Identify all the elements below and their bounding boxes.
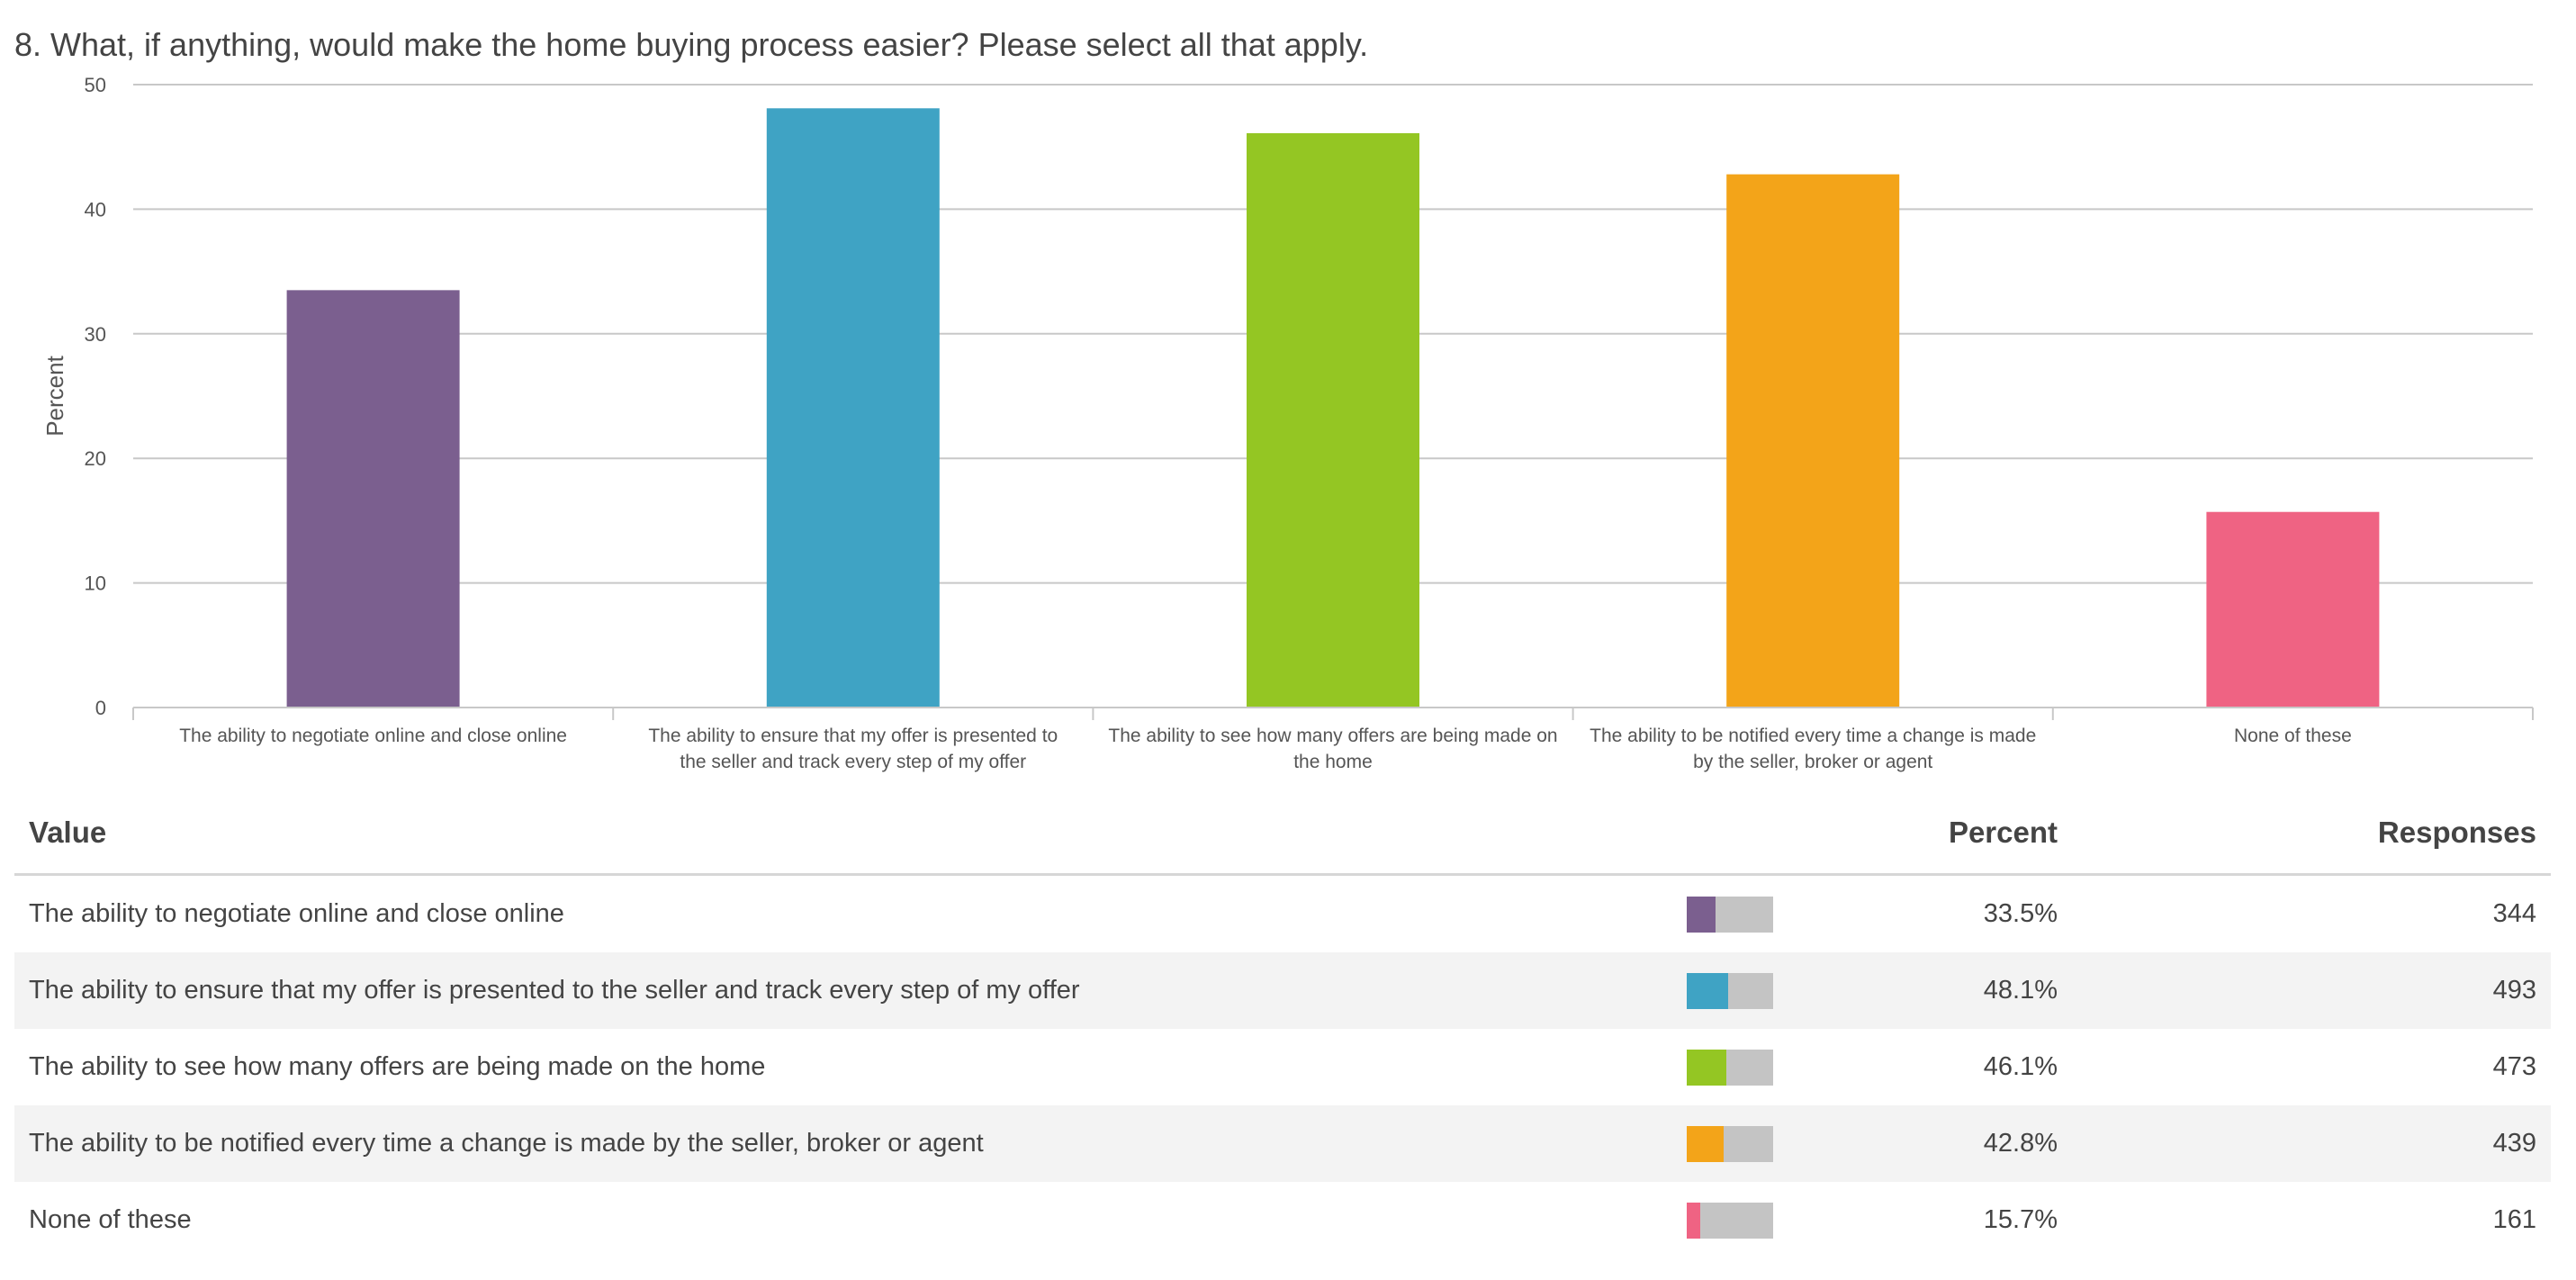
mini-bar-fill (1687, 1049, 1727, 1086)
x-tick-label: the home (1293, 752, 1373, 772)
x-tick-label: The ability to see how many offers are b… (1108, 726, 1557, 746)
row-responses: 161 (2492, 1205, 2536, 1234)
value-header: Value (14, 792, 1672, 876)
y-tick-label: 30 (85, 323, 106, 346)
row-mini-bar (1672, 1029, 1845, 1105)
bar (1726, 174, 1900, 708)
y-tick-label: 20 (85, 447, 106, 470)
bar (1247, 132, 1419, 708)
x-tick-label: the seller and track every step of my of… (680, 752, 1026, 772)
row-value: The ability to negotiate online and clos… (29, 899, 564, 928)
row-responses: 439 (2492, 1129, 2536, 1158)
question-title: 8. What, if anything, would make the hom… (14, 26, 1369, 63)
mini-bar-fill (1687, 1202, 1701, 1239)
mini-bar-track (1687, 1125, 1773, 1162)
x-tick-label: by the seller, broker or agent (1693, 752, 1932, 772)
bar (2206, 511, 2380, 708)
row-mini-bar (1672, 875, 1845, 953)
results-table: Value Percent Responses The ability to n… (14, 792, 2551, 1258)
x-tick-label: The ability to negotiate online and clos… (179, 726, 567, 746)
mini-bar-fill (1687, 1125, 1725, 1162)
row-responses: 344 (2492, 899, 2536, 928)
table-row: The ability to see how many offers are b… (14, 1029, 2551, 1105)
row-responses: 493 (2492, 976, 2536, 1005)
row-percent: 48.1% (1983, 976, 2058, 1005)
mini-bar-fill (1687, 972, 1729, 1009)
responses-header: Responses (2072, 792, 2551, 876)
mini-bar-fill (1687, 896, 1716, 933)
row-percent: 33.5% (1983, 899, 2058, 928)
row-mini-bar (1672, 1182, 1845, 1258)
table-row: The ability to negotiate online and clos… (14, 875, 2551, 953)
y-axis-label: Percent (41, 355, 68, 436)
row-responses: 473 (2492, 1052, 2536, 1081)
table-row: None of these 15.7% 161 (14, 1182, 2551, 1258)
table-header-row: Value Percent Responses (14, 792, 2551, 876)
bar (766, 108, 940, 708)
row-percent: 42.8% (1983, 1129, 2058, 1158)
bar (286, 290, 460, 708)
row-value: The ability to ensure that my offer is p… (29, 976, 1080, 1005)
y-tick-label: 0 (95, 697, 106, 719)
x-tick-label: The ability to be notified every time a … (1590, 726, 2036, 746)
percent-header: Percent (1845, 792, 2072, 876)
y-tick-label: 10 (85, 572, 106, 595)
row-mini-bar (1672, 952, 1845, 1029)
x-tick-label: None of these (2234, 726, 2352, 746)
row-mini-bar (1672, 1105, 1845, 1182)
row-percent: 15.7% (1983, 1205, 2058, 1234)
row-percent: 46.1% (1983, 1052, 2058, 1081)
row-value: None of these (29, 1205, 192, 1234)
mini-bar-track (1687, 1202, 1773, 1239)
y-tick-label: 40 (85, 198, 106, 221)
bar-chart: 0 10 20 30 40 50 Percent The ability to negotia… (41, 74, 2534, 772)
table-row: The ability to be notified every time a … (14, 1105, 2551, 1182)
mini-bar-track (1687, 896, 1773, 933)
row-value: The ability to see how many offers are b… (29, 1052, 766, 1081)
x-tick-label: The ability to ensure that my offer is p… (648, 726, 1058, 746)
table-row: The ability to ensure that my offer is p… (14, 952, 2551, 1029)
mini-bar-track (1687, 972, 1773, 1009)
y-tick-label: 50 (85, 74, 106, 96)
row-value: The ability to be notified every time a … (29, 1129, 984, 1158)
mini-bar-track (1687, 1049, 1773, 1086)
bar-header (1672, 792, 1845, 876)
